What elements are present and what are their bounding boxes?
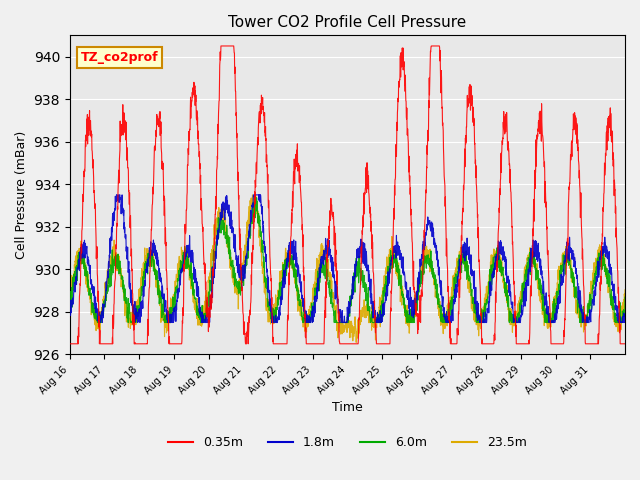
- Text: TZ_co2prof: TZ_co2prof: [81, 51, 159, 64]
- Legend: 0.35m, 1.8m, 6.0m, 23.5m: 0.35m, 1.8m, 6.0m, 23.5m: [163, 431, 532, 454]
- X-axis label: Time: Time: [332, 401, 363, 414]
- Y-axis label: Cell Pressure (mBar): Cell Pressure (mBar): [15, 131, 28, 259]
- Title: Tower CO2 Profile Cell Pressure: Tower CO2 Profile Cell Pressure: [228, 15, 467, 30]
